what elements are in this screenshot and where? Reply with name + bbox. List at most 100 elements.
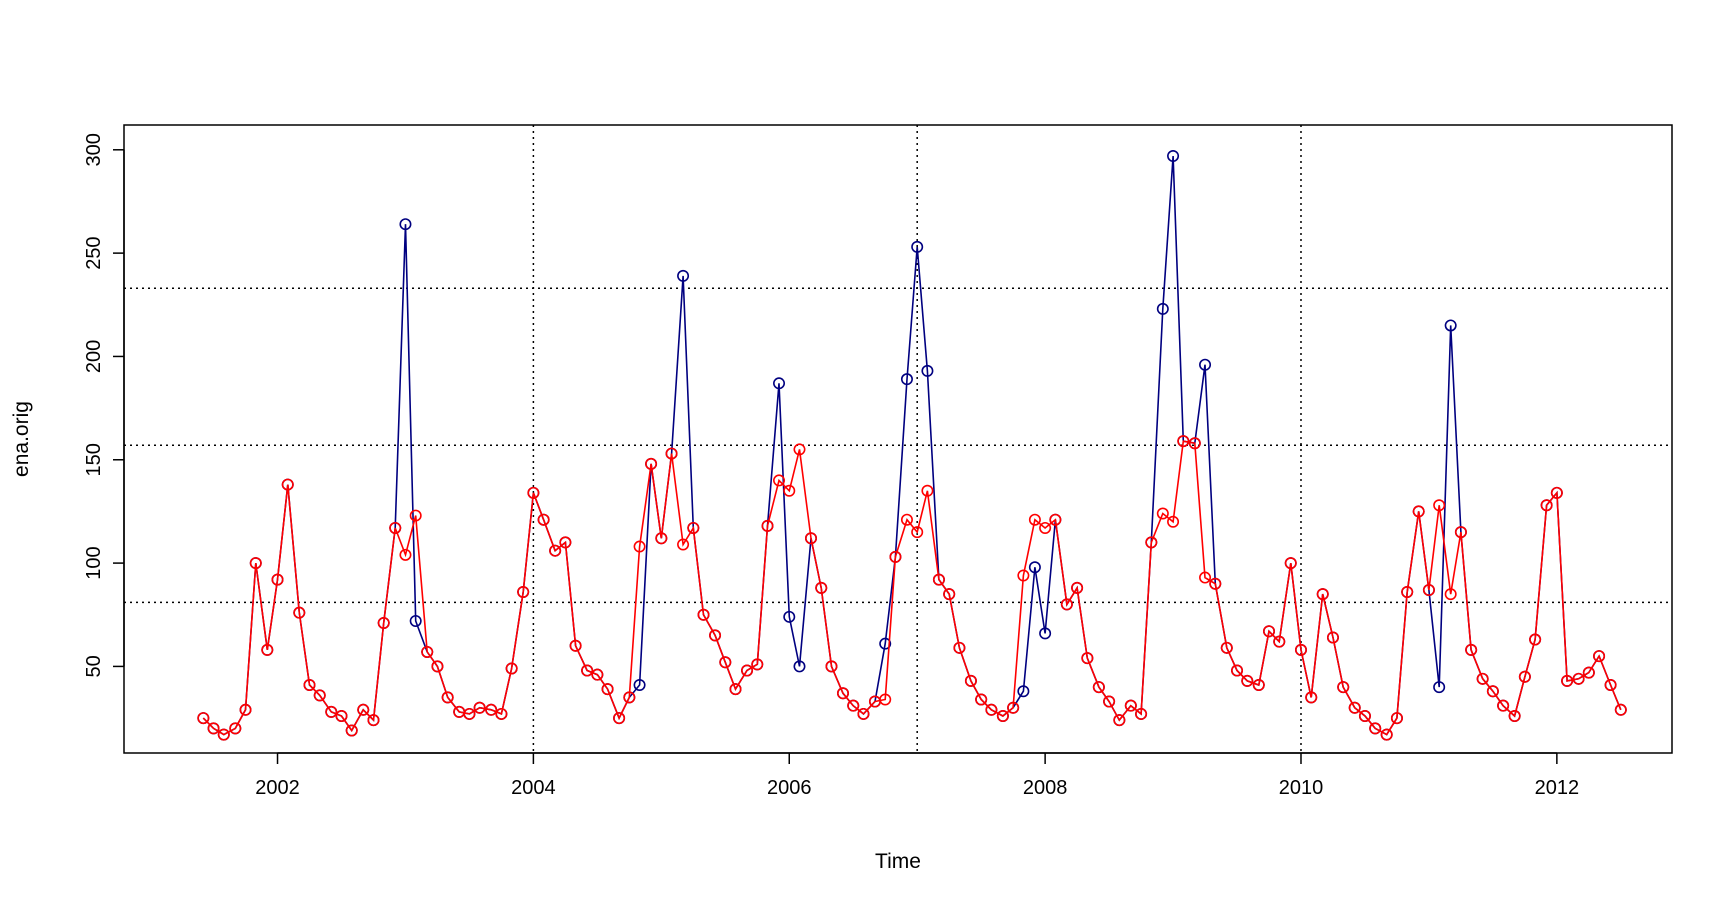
data-point <box>1572 672 1585 685</box>
data-point <box>1582 666 1595 679</box>
data-point <box>441 691 454 704</box>
data-point <box>377 617 390 630</box>
data-point <box>495 707 508 720</box>
data-point <box>783 484 796 497</box>
data-point <box>719 656 732 669</box>
data-point <box>729 683 742 696</box>
data-point <box>953 641 966 654</box>
data-point <box>1017 569 1030 582</box>
data-point <box>645 457 658 470</box>
data-point <box>1220 641 1233 654</box>
data-point <box>1284 557 1297 570</box>
data-point <box>1263 625 1276 638</box>
data-point <box>836 687 849 700</box>
data-point <box>1486 685 1499 698</box>
data-point <box>229 722 242 735</box>
data-point <box>345 724 358 737</box>
data-point <box>261 643 274 656</box>
data-point <box>1614 703 1627 716</box>
data-point <box>473 701 486 714</box>
data-point <box>633 679 646 692</box>
data-point <box>697 608 710 621</box>
data-point <box>389 521 402 534</box>
data-point <box>921 484 934 497</box>
data-point <box>751 658 764 671</box>
data-point <box>303 679 316 692</box>
data-point <box>1604 679 1617 692</box>
data-point <box>1380 728 1393 741</box>
data-point <box>197 712 210 725</box>
data-point <box>1593 650 1606 663</box>
data-point <box>921 364 934 377</box>
data-point <box>1294 643 1307 656</box>
data-point <box>677 538 690 551</box>
data-point <box>911 526 924 539</box>
data-point <box>687 521 700 534</box>
y-axis-title: ena.orig <box>10 401 33 477</box>
data-point <box>1273 635 1286 648</box>
data-point <box>1241 674 1254 687</box>
x-tick-label: 2012 <box>1535 777 1580 799</box>
data-point <box>271 573 284 586</box>
data-point <box>1316 588 1329 601</box>
data-point <box>1358 710 1371 723</box>
series-1 <box>197 435 1627 741</box>
data-point <box>741 664 754 677</box>
data-point <box>1092 681 1105 694</box>
data-point <box>1167 515 1180 528</box>
data-point <box>975 693 988 706</box>
data-point <box>485 703 498 716</box>
data-point <box>1199 358 1212 371</box>
data-point <box>1049 513 1062 526</box>
data-point <box>1188 437 1201 450</box>
data-point <box>985 703 998 716</box>
data-point <box>900 373 913 386</box>
data-point <box>1081 652 1094 665</box>
data-point <box>335 710 348 723</box>
data-point <box>911 240 924 253</box>
data-point <box>1135 707 1148 720</box>
data-point <box>239 703 252 716</box>
data-point <box>1305 691 1318 704</box>
data-point <box>1390 712 1403 725</box>
data-point <box>581 664 594 677</box>
series-line-1 <box>202 440 1622 736</box>
data-point <box>431 660 444 673</box>
data-point <box>1369 722 1382 735</box>
data-point <box>1540 499 1553 512</box>
data-point <box>1476 672 1489 685</box>
data-point <box>421 645 434 658</box>
data-point <box>783 610 796 623</box>
x-tick-label: 2006 <box>767 777 812 799</box>
data-point <box>537 513 550 526</box>
y-axis: 50 100 150 200 250 300 <box>83 133 125 678</box>
data-point <box>1433 499 1446 512</box>
data-point <box>1252 679 1265 692</box>
data-point <box>313 689 326 702</box>
x-axis: 2002 2004 2006 2008 2010 2012 <box>255 752 1580 799</box>
data-point <box>463 707 476 720</box>
data-point <box>900 513 913 526</box>
y-tick-label: 200 <box>83 340 105 373</box>
data-point <box>249 557 262 570</box>
data-point <box>367 714 380 727</box>
data-point <box>527 486 540 499</box>
data-point <box>1561 674 1574 687</box>
data-point <box>207 722 220 735</box>
data-point <box>601 683 614 696</box>
data-point <box>932 573 945 586</box>
data-point <box>793 443 806 456</box>
reference-lines <box>124 125 1672 753</box>
data-point <box>709 629 722 642</box>
data-point <box>825 660 838 673</box>
data-point <box>399 218 412 231</box>
data-point <box>409 614 422 627</box>
data-point <box>1071 581 1084 594</box>
data-point <box>1156 507 1169 520</box>
data-point <box>293 606 306 619</box>
data-point <box>1017 685 1030 698</box>
data-point <box>633 540 646 553</box>
data-point <box>857 707 870 720</box>
data-point <box>1465 643 1478 656</box>
